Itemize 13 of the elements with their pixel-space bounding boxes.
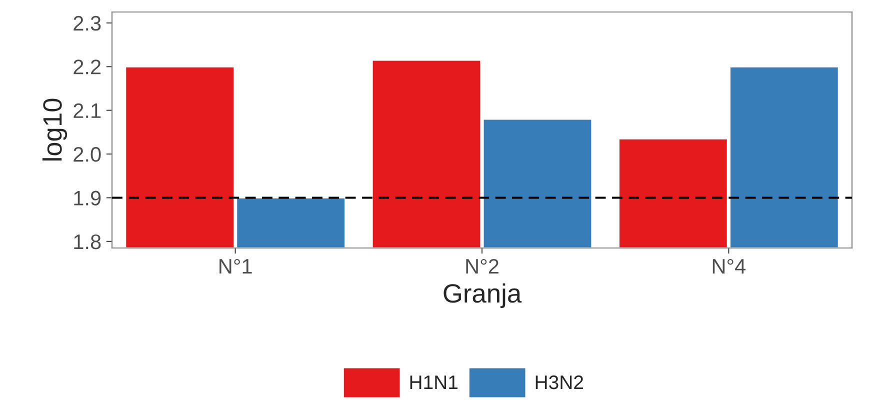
x-tick-label: N°4 xyxy=(712,258,746,274)
legend-label: H1N1 xyxy=(410,376,458,390)
y-tick-label: 2.1 xyxy=(74,103,101,118)
y-axis-title: log10 xyxy=(42,98,68,161)
y-tick-label: 2.0 xyxy=(74,147,101,162)
x-tick-label: N°2 xyxy=(466,258,498,274)
x-axis-title: Granja xyxy=(444,283,522,308)
y-tick-label: 2.2 xyxy=(74,60,101,74)
x-tick-label: N°1 xyxy=(220,258,252,274)
y-tick-label: 1.9 xyxy=(74,190,101,206)
y-tick-label: 2.3 xyxy=(74,16,101,31)
legend-label: H3N2 xyxy=(536,375,584,390)
y-tick-label: 1.8 xyxy=(74,234,101,250)
